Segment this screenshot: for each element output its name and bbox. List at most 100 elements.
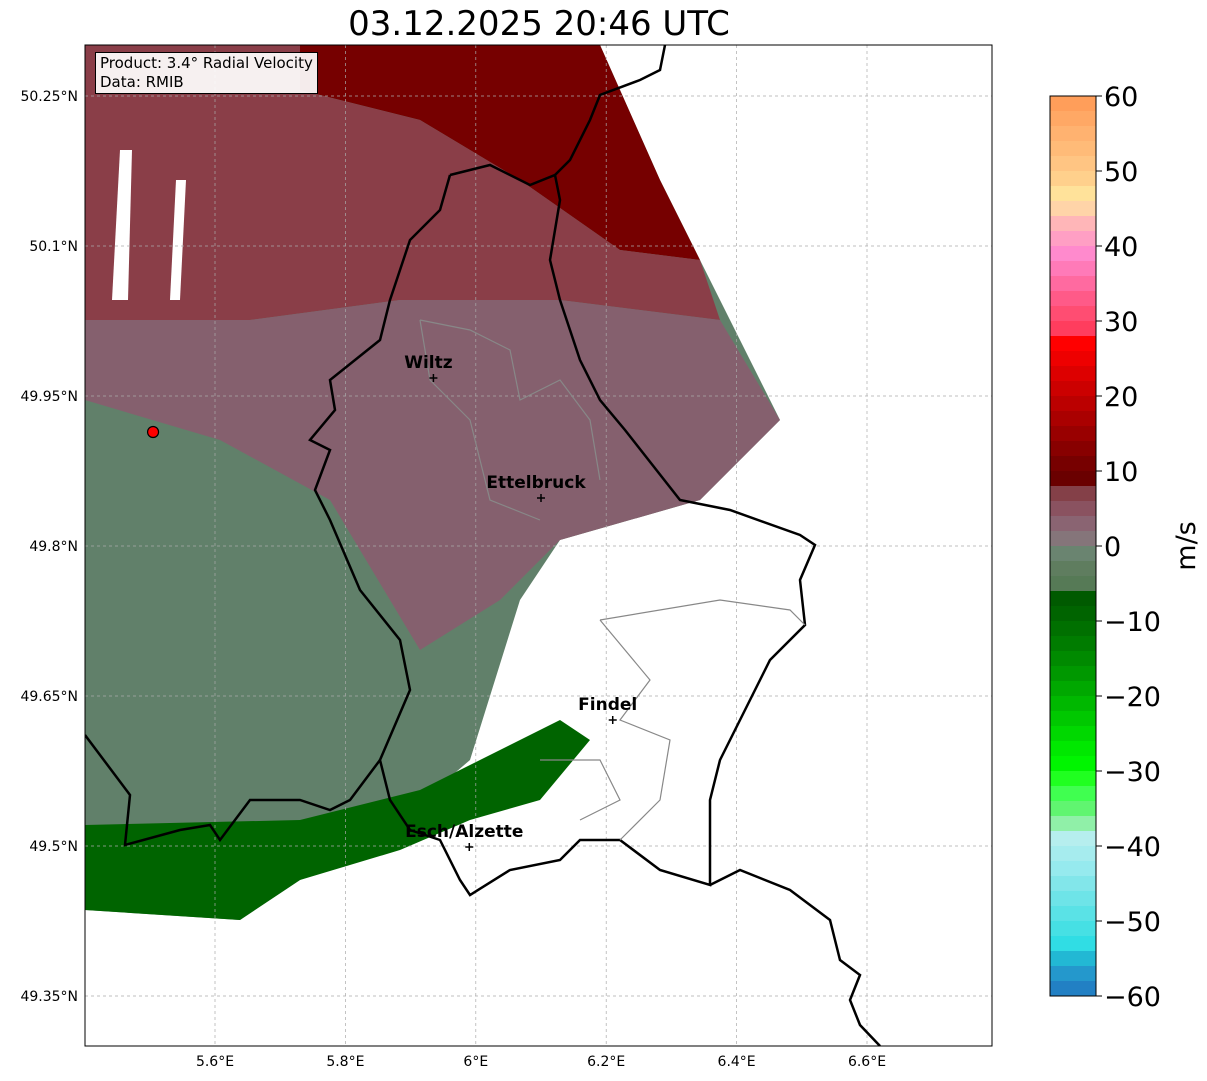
colorbar-tick-label: −60 xyxy=(1104,982,1161,1013)
colorbar-segment xyxy=(1050,411,1096,427)
colorbar-segment xyxy=(1050,396,1096,412)
colorbar-label: m/s xyxy=(1171,521,1202,570)
colorbar-segment xyxy=(1050,981,1096,997)
city-label: Ettelbruck xyxy=(486,473,586,493)
colorbar-segment xyxy=(1050,531,1096,547)
colorbar-segment xyxy=(1050,606,1096,622)
belgium-france-border xyxy=(85,734,381,847)
product-info-box: Product: 3.4° Radial Velocity Data: RMIB xyxy=(95,52,318,94)
colorbar-segment xyxy=(1050,666,1096,682)
colorbar-segment xyxy=(1050,186,1096,202)
colorbar-tick-label: 30 xyxy=(1104,307,1138,338)
colorbar-segment xyxy=(1050,861,1096,877)
colorbar-segment xyxy=(1050,726,1096,742)
colorbar-segment xyxy=(1050,321,1096,337)
colorbar-segment xyxy=(1050,951,1096,967)
lat-tick-label: 50.25°N xyxy=(20,89,78,105)
lat-tick-label: 49.8°N xyxy=(29,539,78,555)
colorbar-segment xyxy=(1050,576,1096,592)
city-label: Wiltz xyxy=(404,353,453,373)
colorbar-tick-label: 20 xyxy=(1104,382,1138,413)
colorbar-segment xyxy=(1050,756,1096,772)
colorbar-segment xyxy=(1050,786,1096,802)
city-marker xyxy=(429,374,438,382)
colorbar-segment xyxy=(1050,216,1096,232)
colorbar-segment xyxy=(1050,306,1096,322)
radar-site-marker xyxy=(146,425,160,439)
lon-tick-label: 6°E xyxy=(463,1054,488,1070)
colorbar-segment xyxy=(1050,456,1096,472)
france-border-east xyxy=(709,868,881,1046)
colorbar-segment xyxy=(1050,906,1096,922)
colorbar-segment xyxy=(1050,816,1096,832)
field-dark-green xyxy=(85,720,590,920)
city-markers: Wiltz Ettelbruck Findel Esch/Alzette xyxy=(404,353,637,851)
colorbar-segment xyxy=(1050,921,1096,937)
colorbar-segment xyxy=(1050,711,1096,727)
colorbar-segment xyxy=(1050,771,1096,787)
colorbar-segment xyxy=(1050,96,1096,112)
colorbar-segment xyxy=(1050,336,1096,352)
colorbar-segment xyxy=(1050,621,1096,637)
colorbar-tick-label: 10 xyxy=(1104,457,1138,488)
colorbar-segment xyxy=(1050,111,1096,127)
lat-tick-label: 49.65°N xyxy=(20,689,78,705)
lat-tick-label: 49.35°N xyxy=(20,989,78,1005)
colorbar-segment xyxy=(1050,516,1096,532)
colorbar-segment xyxy=(1050,441,1096,457)
field-gap xyxy=(170,180,186,300)
city-marker xyxy=(465,843,474,851)
luxembourg-border xyxy=(308,163,817,897)
colorbar-segment xyxy=(1050,201,1096,217)
colorbar-segment xyxy=(1050,246,1096,262)
colorbar-tick-label: 0 xyxy=(1104,532,1121,563)
colorbar-segment xyxy=(1050,561,1096,577)
colorbar-segment xyxy=(1050,276,1096,292)
colorbar-segment xyxy=(1050,831,1096,847)
lon-tick-label: 6.6°E xyxy=(848,1054,886,1070)
colorbar: 60 50 40 30 20 10 0 −10 −20 −30 −40 −50 −60 xyxy=(1049,82,1161,1013)
lon-tick-label: 5.8°E xyxy=(326,1054,364,1070)
colorbar-tick-label: 40 xyxy=(1104,232,1138,263)
colorbar-segment xyxy=(1050,426,1096,442)
field-dark-red xyxy=(300,45,700,260)
colorbar-segment xyxy=(1050,591,1096,607)
germany-border-north xyxy=(554,45,667,176)
colorbar-tick-label: 50 xyxy=(1104,157,1138,188)
colorbar-segment xyxy=(1050,696,1096,712)
colorbar-segment xyxy=(1050,126,1096,142)
field-maroon xyxy=(85,45,720,320)
colorbar-tick-label: −30 xyxy=(1104,757,1161,788)
map-title: 03.12.2025 20:46 UTC xyxy=(348,4,730,44)
colorbar-segment xyxy=(1050,291,1096,307)
map-frame xyxy=(84,44,993,1047)
lon-tick-label: 6.2°E xyxy=(587,1054,625,1070)
colorbar-segment xyxy=(1050,891,1096,907)
colorbar-tick-label: −40 xyxy=(1104,832,1161,863)
lon-tick-label: 5.6°E xyxy=(196,1054,234,1070)
colorbar-segment xyxy=(1050,381,1096,397)
colorbar-segment xyxy=(1050,876,1096,892)
city-label: Findel xyxy=(578,695,637,715)
colorbar-segment xyxy=(1050,471,1096,487)
radar-field xyxy=(85,45,780,920)
colorbar-segment xyxy=(1050,141,1096,157)
lat-tick-label: 50.1°N xyxy=(29,239,78,255)
colorbar-segment xyxy=(1050,846,1096,862)
colorbar-segment xyxy=(1050,966,1096,982)
lon-tick-label: 6.4°E xyxy=(718,1054,756,1070)
data-source-text: Data: RMIB xyxy=(100,73,184,91)
field-gap xyxy=(112,150,132,300)
country-borders xyxy=(85,45,881,1046)
city-marker xyxy=(608,716,617,724)
lat-tick-label: 49.5°N xyxy=(29,839,78,855)
colorbar-segment xyxy=(1050,681,1096,697)
axis-ticks: 5.6°E 5.8°E 6°E 6.2°E 6.4°E 6.6°E 50.25°N 50.1°… xyxy=(20,89,886,1070)
colorbar-segment xyxy=(1050,366,1096,382)
colorbar-tick-label: −20 xyxy=(1104,682,1161,713)
colorbar-segment xyxy=(1050,936,1096,952)
colorbar-segment xyxy=(1050,171,1096,187)
colorbar-segment xyxy=(1050,351,1096,367)
colorbar-segment xyxy=(1050,486,1096,502)
colorbar-tick-label: 60 xyxy=(1104,82,1138,113)
